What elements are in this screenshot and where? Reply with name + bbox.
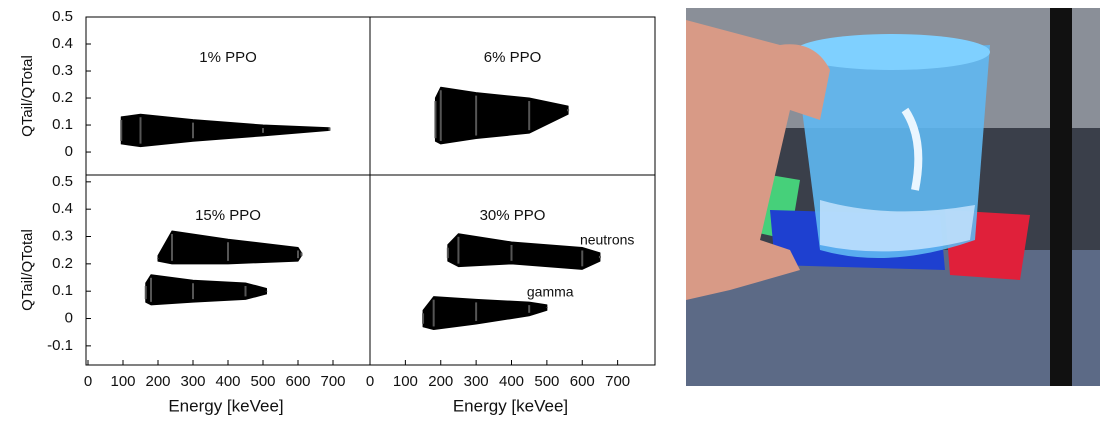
- scatter-cloud: [447, 233, 601, 270]
- y-tick-label: 0.5: [52, 8, 73, 25]
- x-tick-label: 200: [145, 373, 170, 390]
- x-tick-label: 500: [250, 373, 275, 390]
- x-axis-label: Energy [keVee]: [168, 396, 283, 415]
- scatter-cloud: [145, 274, 267, 306]
- x-axis-label: Energy [keVee]: [453, 396, 568, 415]
- panel-frame: [369, 174, 656, 366]
- photo: [686, 8, 1100, 386]
- y-tick-label: 0: [65, 309, 73, 326]
- x-tick-label: 400: [215, 373, 240, 390]
- y-tick-label: -0.1: [47, 337, 73, 354]
- series-label: neutrons: [580, 232, 634, 248]
- y-tick-label: 0.4: [52, 35, 73, 52]
- photo-reflection: [901, 107, 923, 191]
- x-tick-label: 600: [285, 373, 310, 390]
- y-tick-label: 0.5: [52, 173, 73, 190]
- x-tick-label: 500: [534, 373, 559, 390]
- y-tick-label: 0.1: [52, 282, 73, 299]
- panel-title: 6% PPO: [484, 49, 542, 66]
- y-axis-label: QTail/QTotal: [19, 55, 36, 137]
- photo-cylinder: [795, 45, 990, 258]
- y-tick-label: 0.3: [52, 227, 73, 244]
- y-tick-label: 0.2: [52, 255, 73, 272]
- x-tick-label: 100: [393, 373, 418, 390]
- series-label: gamma: [527, 284, 574, 300]
- x-tick-label: 100: [110, 373, 135, 390]
- panel-title: 15% PPO: [195, 207, 261, 224]
- panel-frame: [85, 16, 371, 176]
- y-tick-label: 0.4: [52, 200, 73, 217]
- scatter-cloud: [120, 113, 330, 148]
- panel-title: 30% PPO: [480, 207, 546, 224]
- y-tick-label: 0.2: [52, 89, 73, 106]
- x-tick-label: 0: [84, 373, 92, 390]
- panel-frame: [85, 174, 371, 366]
- x-tick-label: 700: [605, 373, 630, 390]
- photo-cylinder-band: [820, 200, 975, 252]
- photo-hand: [686, 20, 830, 300]
- y-tick-label: 0.1: [52, 116, 73, 133]
- scatter-cloud: [434, 86, 569, 145]
- photo-cylinder-top: [794, 34, 990, 70]
- y-tick-label: 0: [65, 143, 73, 160]
- x-tick-label: 0: [366, 373, 374, 390]
- y-tick-label: 0.3: [52, 62, 73, 79]
- scatter-cloud: [422, 296, 548, 330]
- photo-post: [1050, 8, 1072, 386]
- x-tick-label: 300: [180, 373, 205, 390]
- x-tick-label: 300: [464, 373, 489, 390]
- x-tick-label: 200: [428, 373, 453, 390]
- x-tick-label: 700: [320, 373, 345, 390]
- y-axis-label: QTail/QTotal: [19, 229, 36, 311]
- x-tick-label: 600: [570, 373, 595, 390]
- panel-title: 1% PPO: [199, 49, 257, 66]
- scatter-cloud: [157, 230, 302, 265]
- x-tick-label: 400: [499, 373, 524, 390]
